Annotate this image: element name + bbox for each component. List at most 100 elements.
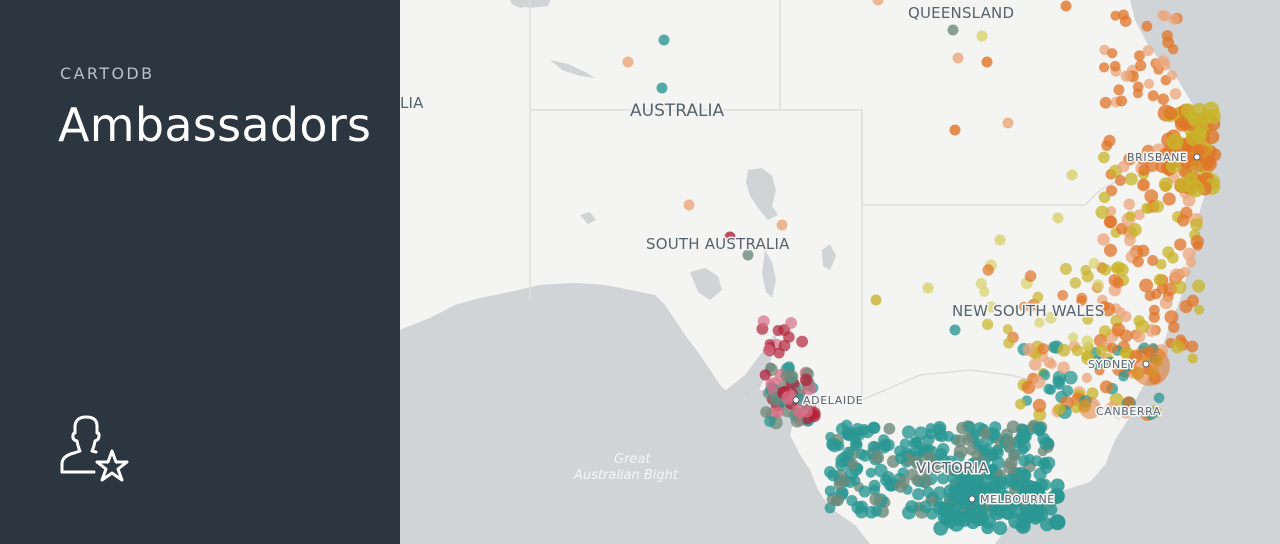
ambassador-dot <box>1170 339 1185 354</box>
ambassador-dot <box>1046 359 1057 370</box>
ambassador-dot <box>1061 385 1074 397</box>
ambassador-dot <box>784 369 799 384</box>
ambassador-dot <box>832 494 844 507</box>
ambassador-dot <box>981 56 993 68</box>
ambassador-dot <box>1151 200 1165 213</box>
ambassador-dot <box>1060 0 1072 12</box>
ambassador-dot <box>881 471 895 484</box>
ambassador-dot <box>1128 223 1142 237</box>
ambassador-dot <box>1016 430 1031 445</box>
ambassador-dot <box>1024 270 1037 282</box>
ambassador-dot <box>1057 361 1070 375</box>
ambassador-dot <box>1080 264 1092 276</box>
ambassador-dot <box>922 451 936 464</box>
ambassador-dot <box>801 405 813 418</box>
ambassador-dot <box>970 428 981 440</box>
ambassador-dot <box>824 485 836 497</box>
ambassador-dot <box>622 56 634 68</box>
ambassador-dot <box>1144 189 1159 204</box>
ambassador-dot <box>1066 169 1078 181</box>
ambassador-dot <box>1057 343 1071 357</box>
ambassador-dot <box>824 466 836 478</box>
ambassador-dot <box>981 318 994 331</box>
ambassador-dot <box>1204 129 1220 145</box>
ambassador-dot <box>1099 96 1112 109</box>
ambassador-dot <box>1095 344 1108 356</box>
ambassador-dot <box>1168 321 1180 333</box>
ambassador-dot <box>847 458 859 470</box>
label-new-south-wales: NEW SOUTH WALES <box>952 302 1104 320</box>
ambassador-dot <box>1174 117 1190 132</box>
ambassador-dot <box>1002 117 1014 129</box>
ambassador-dot <box>1153 58 1165 70</box>
ambassador-dot <box>859 450 871 462</box>
ambassador-dot <box>947 24 959 36</box>
ambassador-dot <box>759 369 771 381</box>
ambassador-dot <box>1037 343 1049 355</box>
ambassador-dot <box>1114 175 1126 186</box>
ambassador-dot <box>1045 384 1057 395</box>
ambassador-dot <box>1106 342 1118 354</box>
ambassador-dot <box>1133 209 1145 221</box>
ambassador-dot <box>979 443 993 457</box>
ambassador-dot <box>1168 44 1179 55</box>
ambassador-dot <box>1119 329 1133 343</box>
ambassador-dot <box>1120 70 1133 82</box>
ambassador-dot <box>1033 504 1046 518</box>
ambassador-dot <box>1003 337 1015 349</box>
ambassador-dot <box>1147 255 1159 266</box>
ambassador-dot <box>925 428 937 440</box>
ambassador-dot <box>773 347 785 359</box>
ambassador-dot <box>1125 210 1136 222</box>
ambassador-dot <box>996 499 1009 512</box>
ambassador-dot <box>1172 280 1187 294</box>
ambassador-dot <box>865 467 876 478</box>
ambassador-dot <box>979 427 991 440</box>
ambassador-dot <box>1059 262 1072 275</box>
ambassador-dot <box>1118 371 1129 382</box>
ambassador-dot <box>953 444 968 459</box>
ambassador-dot <box>982 264 994 276</box>
ambassador-dot <box>1104 215 1117 228</box>
ambassador-dot <box>1161 30 1173 42</box>
ambassador-dot <box>1180 206 1193 219</box>
spencer-gulf <box>720 330 778 402</box>
ambassador-dot <box>1076 292 1088 304</box>
map[interactable]: QUEENSLAND AUSTRALIA LIA SOUTH AUSTRALIA… <box>400 0 1280 544</box>
mainland <box>400 0 1212 544</box>
ambassador-dot <box>1158 177 1173 192</box>
ambassador-dot <box>1110 262 1122 274</box>
label-queensland: QUEENSLAND <box>908 4 1014 22</box>
ambassador-dot <box>1014 466 1028 479</box>
lake-torrens <box>762 250 776 298</box>
ambassador-dot <box>1038 458 1050 470</box>
ambassador-dot <box>1110 10 1121 21</box>
ambassador-dot <box>1165 157 1182 174</box>
ambassador-dot <box>1136 153 1148 165</box>
lake-frome <box>822 244 836 270</box>
ambassador-dot <box>1113 84 1125 96</box>
page-title: Ambassadors <box>58 98 372 152</box>
map-canvas[interactable]: QUEENSLAND AUSTRALIA LIA SOUTH AUSTRALIA… <box>400 0 1280 544</box>
ambassador-dot <box>1099 263 1112 276</box>
ambassador-dot <box>1099 380 1113 394</box>
ambassador-dot <box>1120 311 1132 323</box>
ambassador-dot <box>1032 398 1047 413</box>
ambassador-dot <box>1164 310 1179 325</box>
ambassador-dot <box>975 277 987 290</box>
ambassador-dot <box>1137 244 1150 257</box>
ambassador-dot <box>948 515 965 532</box>
lake-mackay <box>510 0 532 8</box>
ambassador-dot <box>1105 401 1120 415</box>
ambassador-dot <box>1034 317 1045 328</box>
sydney-marker <box>1142 360 1150 368</box>
ambassador-dot <box>922 486 934 498</box>
ambassador-dot <box>906 468 919 481</box>
ambassador-dot <box>1006 420 1020 434</box>
ambassador-dot <box>1049 514 1066 531</box>
ambassador-dot <box>1104 356 1116 368</box>
label-victoria: VICTORIA <box>916 459 989 477</box>
ambassador-dot <box>1121 360 1133 372</box>
ambassador-dot <box>1022 342 1036 357</box>
ambassador-dot <box>1174 238 1187 251</box>
